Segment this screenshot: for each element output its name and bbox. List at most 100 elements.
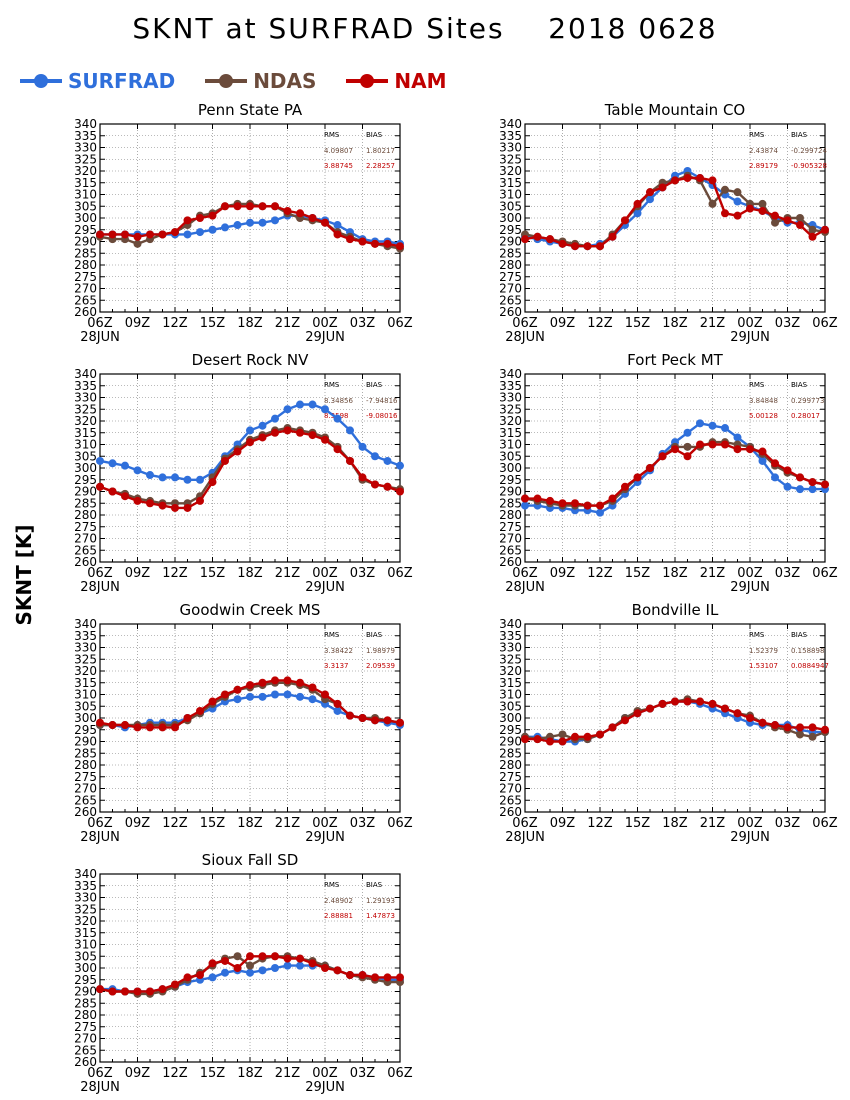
- data-point-nam: [658, 183, 667, 192]
- legend-label-nam: NAM: [394, 69, 447, 93]
- data-point-nam: [571, 242, 579, 251]
- data-point-nam: [796, 723, 804, 732]
- stats-bias-ndas: -7.94816: [366, 397, 398, 405]
- data-point-nam: [146, 499, 154, 508]
- x-tick-label: 06Z: [87, 1066, 113, 1081]
- data-point-nam: [533, 735, 542, 744]
- x-tick-label: 06Z: [87, 566, 113, 581]
- stats-header-bias: BIAS: [366, 631, 383, 639]
- data-point-nam: [608, 723, 617, 732]
- data-point-nam: [746, 445, 754, 454]
- data-point-surfrad: [133, 466, 142, 475]
- data-point-nam: [308, 683, 317, 692]
- data-point-nam: [158, 230, 167, 239]
- y-tick-label: 275: [499, 520, 522, 534]
- data-point-nam: [333, 445, 342, 454]
- stats-bias-nam: -0.905328: [791, 162, 827, 170]
- data-point-surfrad: [233, 695, 242, 704]
- y-tick-label: 335: [74, 129, 97, 143]
- x-tick-label: 15Z: [200, 1066, 226, 1081]
- date-label-start: 28JUN: [80, 580, 120, 595]
- data-point-surfrad: [258, 966, 267, 975]
- data-point-nam: [146, 987, 154, 996]
- x-tick-label: 09Z: [550, 566, 576, 581]
- data-point-nam: [383, 973, 392, 982]
- data-point-nam: [733, 709, 742, 718]
- x-tick-label: 00Z: [737, 816, 763, 831]
- stats-bias-nam: 0.0884947: [791, 662, 829, 670]
- date-label-start: 28JUN: [505, 330, 545, 345]
- data-point-surfrad: [221, 968, 229, 977]
- stats-header-bias: BIAS: [366, 381, 383, 389]
- data-point-surfrad: [171, 473, 179, 482]
- data-point-nam: [758, 206, 767, 215]
- data-point-surfrad: [233, 221, 242, 230]
- data-point-surfrad: [283, 405, 292, 414]
- data-point-nam: [321, 690, 329, 699]
- data-point-nam: [308, 431, 317, 440]
- x-tick-label: 09Z: [125, 816, 151, 831]
- data-point-nam: [696, 440, 704, 449]
- y-tick-label: 310: [74, 938, 97, 952]
- x-tick-label: 09Z: [550, 816, 576, 831]
- data-point-nam: [721, 209, 729, 218]
- y-tick-label: 265: [74, 543, 97, 557]
- data-point-nam: [183, 216, 192, 225]
- stats-header-bias: BIAS: [366, 881, 383, 889]
- stats-rms-ndas: 3.38422: [324, 647, 353, 655]
- x-tick-label: 12Z: [162, 316, 188, 331]
- data-point-ndas: [808, 225, 817, 234]
- y-tick-label: 260: [74, 555, 97, 569]
- series-nam: [521, 440, 829, 510]
- x-tick-label: 09Z: [125, 566, 151, 581]
- data-point-nam: [521, 235, 529, 244]
- x-tick-label: 12Z: [587, 316, 613, 331]
- data-point-ndas: [771, 218, 779, 227]
- series-nam: [96, 676, 404, 732]
- data-point-nam: [321, 218, 329, 227]
- y-tick-label: 330: [499, 141, 522, 155]
- data-point-nam: [121, 721, 129, 730]
- stats-rms-nam: 3.88745: [324, 162, 353, 170]
- y-tick-label: 270: [499, 282, 522, 296]
- y-tick-label: 275: [499, 270, 522, 284]
- x-tick-label: 03Z: [350, 1066, 376, 1081]
- data-point-nam: [296, 678, 304, 687]
- x-tick-label: 03Z: [350, 566, 376, 581]
- data-point-nam: [671, 176, 679, 185]
- y-tick-label: 270: [74, 782, 97, 796]
- y-tick-label: 275: [74, 270, 97, 284]
- panel-title: Goodwin Creek MS: [180, 601, 321, 619]
- stats-bias-ndas: 1.80217: [366, 147, 395, 155]
- data-point-nam: [583, 732, 592, 741]
- data-point-ndas: [808, 732, 817, 741]
- y-tick-label: 285: [74, 996, 97, 1010]
- y-tick-label: 340: [74, 117, 97, 131]
- y-tick-label: 340: [74, 867, 97, 881]
- data-point-nam: [621, 716, 629, 725]
- data-point-ndas: [683, 442, 692, 451]
- y-tick-label: 320: [499, 414, 522, 428]
- data-point-nam: [633, 709, 642, 718]
- data-point-surfrad: [321, 405, 329, 414]
- y-tick-label: 280: [74, 258, 97, 272]
- stats-rms-ndas: 4.09807: [324, 147, 353, 155]
- y-tick-label: 265: [499, 293, 522, 307]
- y-tick-label: 305: [499, 699, 522, 713]
- data-point-surfrad: [333, 221, 342, 230]
- date-label-end: 29JUN: [730, 580, 770, 595]
- data-point-nam: [246, 681, 254, 690]
- y-tick-label: 325: [74, 652, 97, 666]
- y-tick-label: 305: [499, 199, 522, 213]
- data-point-nam: [196, 971, 204, 980]
- data-point-nam: [283, 676, 292, 685]
- data-point-nam: [621, 482, 629, 491]
- data-point-nam: [521, 735, 529, 744]
- data-point-nam: [246, 438, 254, 447]
- y-tick-label: 270: [499, 782, 522, 796]
- plot-frame: [99, 123, 401, 313]
- data-point-nam: [108, 487, 117, 496]
- y-tick-label: 280: [74, 1008, 97, 1022]
- y-tick-label: 305: [74, 199, 97, 213]
